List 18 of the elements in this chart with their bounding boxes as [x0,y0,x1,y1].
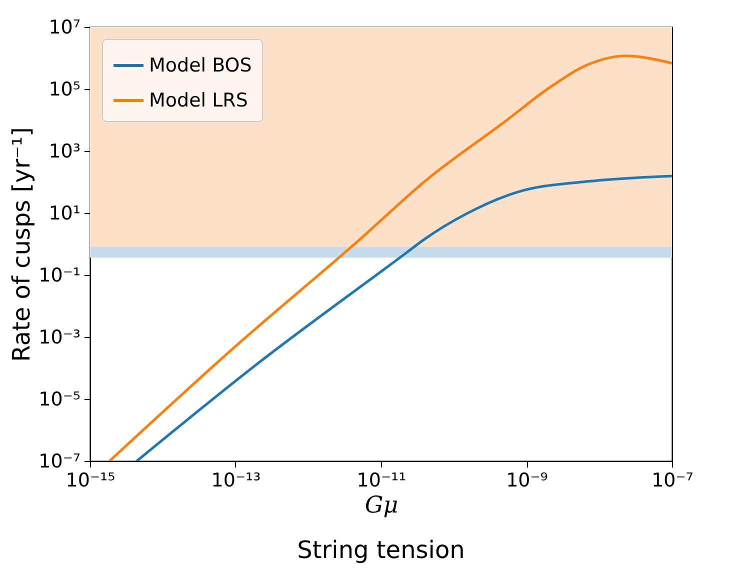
x-tick-label: 10⁻⁹ [506,470,548,492]
x-tick-label: 10⁻¹¹ [356,470,406,492]
y-tick-label: 10⁻¹ [38,264,80,286]
legend-label: Model LRS [149,90,248,112]
y-tick-label: 10¹ [48,202,80,224]
y-tick-label: 10³ [48,140,80,162]
y-axis-title: Rate of cusps [yr⁻¹] [8,127,36,362]
text: String tension [297,536,465,564]
y-tick-label: 10⁷ [48,16,80,38]
x-tick-label: 10⁻¹³ [211,470,261,492]
x-tick-label: 10⁻⁷ [652,470,694,492]
y-tick-label: 10⁻⁷ [38,450,80,472]
legend-label: Model BOS [149,54,252,76]
y-tick-label: 10⁻³ [38,326,80,348]
x-tick-label: 10⁻¹⁵ [66,470,116,492]
y-tick-label: 10⁵ [48,78,80,100]
y-tick-label: 10⁻⁵ [38,388,80,410]
x-axis-title: Gμ [364,492,398,518]
